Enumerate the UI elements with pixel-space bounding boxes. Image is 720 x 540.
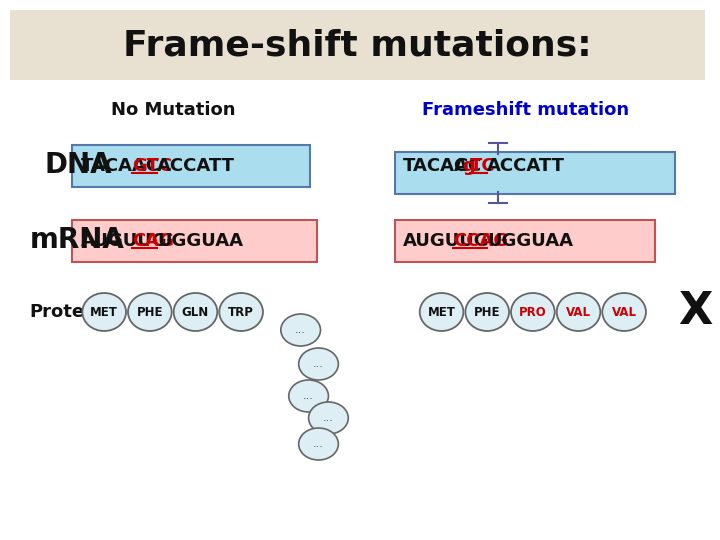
Ellipse shape xyxy=(82,293,126,331)
Text: ...: ... xyxy=(323,413,334,423)
FancyBboxPatch shape xyxy=(395,152,675,194)
Text: AUGUUG: AUGUUG xyxy=(81,232,168,250)
Text: mRNA: mRNA xyxy=(30,226,125,254)
FancyBboxPatch shape xyxy=(10,10,704,80)
Text: PHE: PHE xyxy=(474,306,500,319)
Text: GLN: GLN xyxy=(182,306,209,319)
Ellipse shape xyxy=(420,293,464,331)
Ellipse shape xyxy=(557,293,600,331)
Ellipse shape xyxy=(220,293,263,331)
Text: No Mutation: No Mutation xyxy=(112,101,236,119)
Text: Frame-shift mutations:: Frame-shift mutations: xyxy=(123,28,592,62)
Ellipse shape xyxy=(281,314,320,346)
Text: Protein: Protein xyxy=(30,303,104,321)
Text: PHE: PHE xyxy=(137,306,163,319)
Ellipse shape xyxy=(603,293,646,331)
Ellipse shape xyxy=(289,380,328,412)
Text: TRP: TRP xyxy=(228,306,254,319)
Text: TACAAC: TACAAC xyxy=(81,157,161,175)
Text: VAL: VAL xyxy=(566,306,591,319)
Ellipse shape xyxy=(299,428,338,460)
FancyBboxPatch shape xyxy=(395,220,655,262)
Text: GTC: GTC xyxy=(132,157,172,175)
Ellipse shape xyxy=(511,293,554,331)
Text: CAG: CAG xyxy=(132,232,174,250)
Text: Frameshift mutation: Frameshift mutation xyxy=(423,101,629,119)
Text: UGGUAA: UGGUAA xyxy=(487,232,573,250)
Text: g: g xyxy=(462,157,474,175)
Text: ...: ... xyxy=(313,439,324,449)
Text: X: X xyxy=(678,291,712,334)
Ellipse shape xyxy=(299,348,338,380)
Text: TC: TC xyxy=(470,157,496,175)
Text: UGGUAA: UGGUAA xyxy=(157,232,243,250)
Text: CCAG: CCAG xyxy=(454,232,509,250)
Text: DNA: DNA xyxy=(45,151,112,179)
Text: PRO: PRO xyxy=(519,306,546,319)
Text: ACCATT: ACCATT xyxy=(487,157,565,175)
Text: MET: MET xyxy=(428,306,456,319)
Text: G: G xyxy=(454,157,468,175)
Text: VAL: VAL xyxy=(611,306,636,319)
Ellipse shape xyxy=(128,293,171,331)
Text: ...: ... xyxy=(303,391,314,401)
Text: ACCATT: ACCATT xyxy=(157,157,235,175)
Text: TACAAC: TACAAC xyxy=(403,157,482,175)
Ellipse shape xyxy=(174,293,217,331)
Text: ...: ... xyxy=(295,325,306,335)
Ellipse shape xyxy=(465,293,509,331)
Text: AUGUUG: AUGUUG xyxy=(403,232,490,250)
Ellipse shape xyxy=(309,402,348,434)
Text: MET: MET xyxy=(90,306,118,319)
Text: ...: ... xyxy=(313,359,324,369)
FancyBboxPatch shape xyxy=(73,220,317,262)
FancyBboxPatch shape xyxy=(73,145,310,187)
